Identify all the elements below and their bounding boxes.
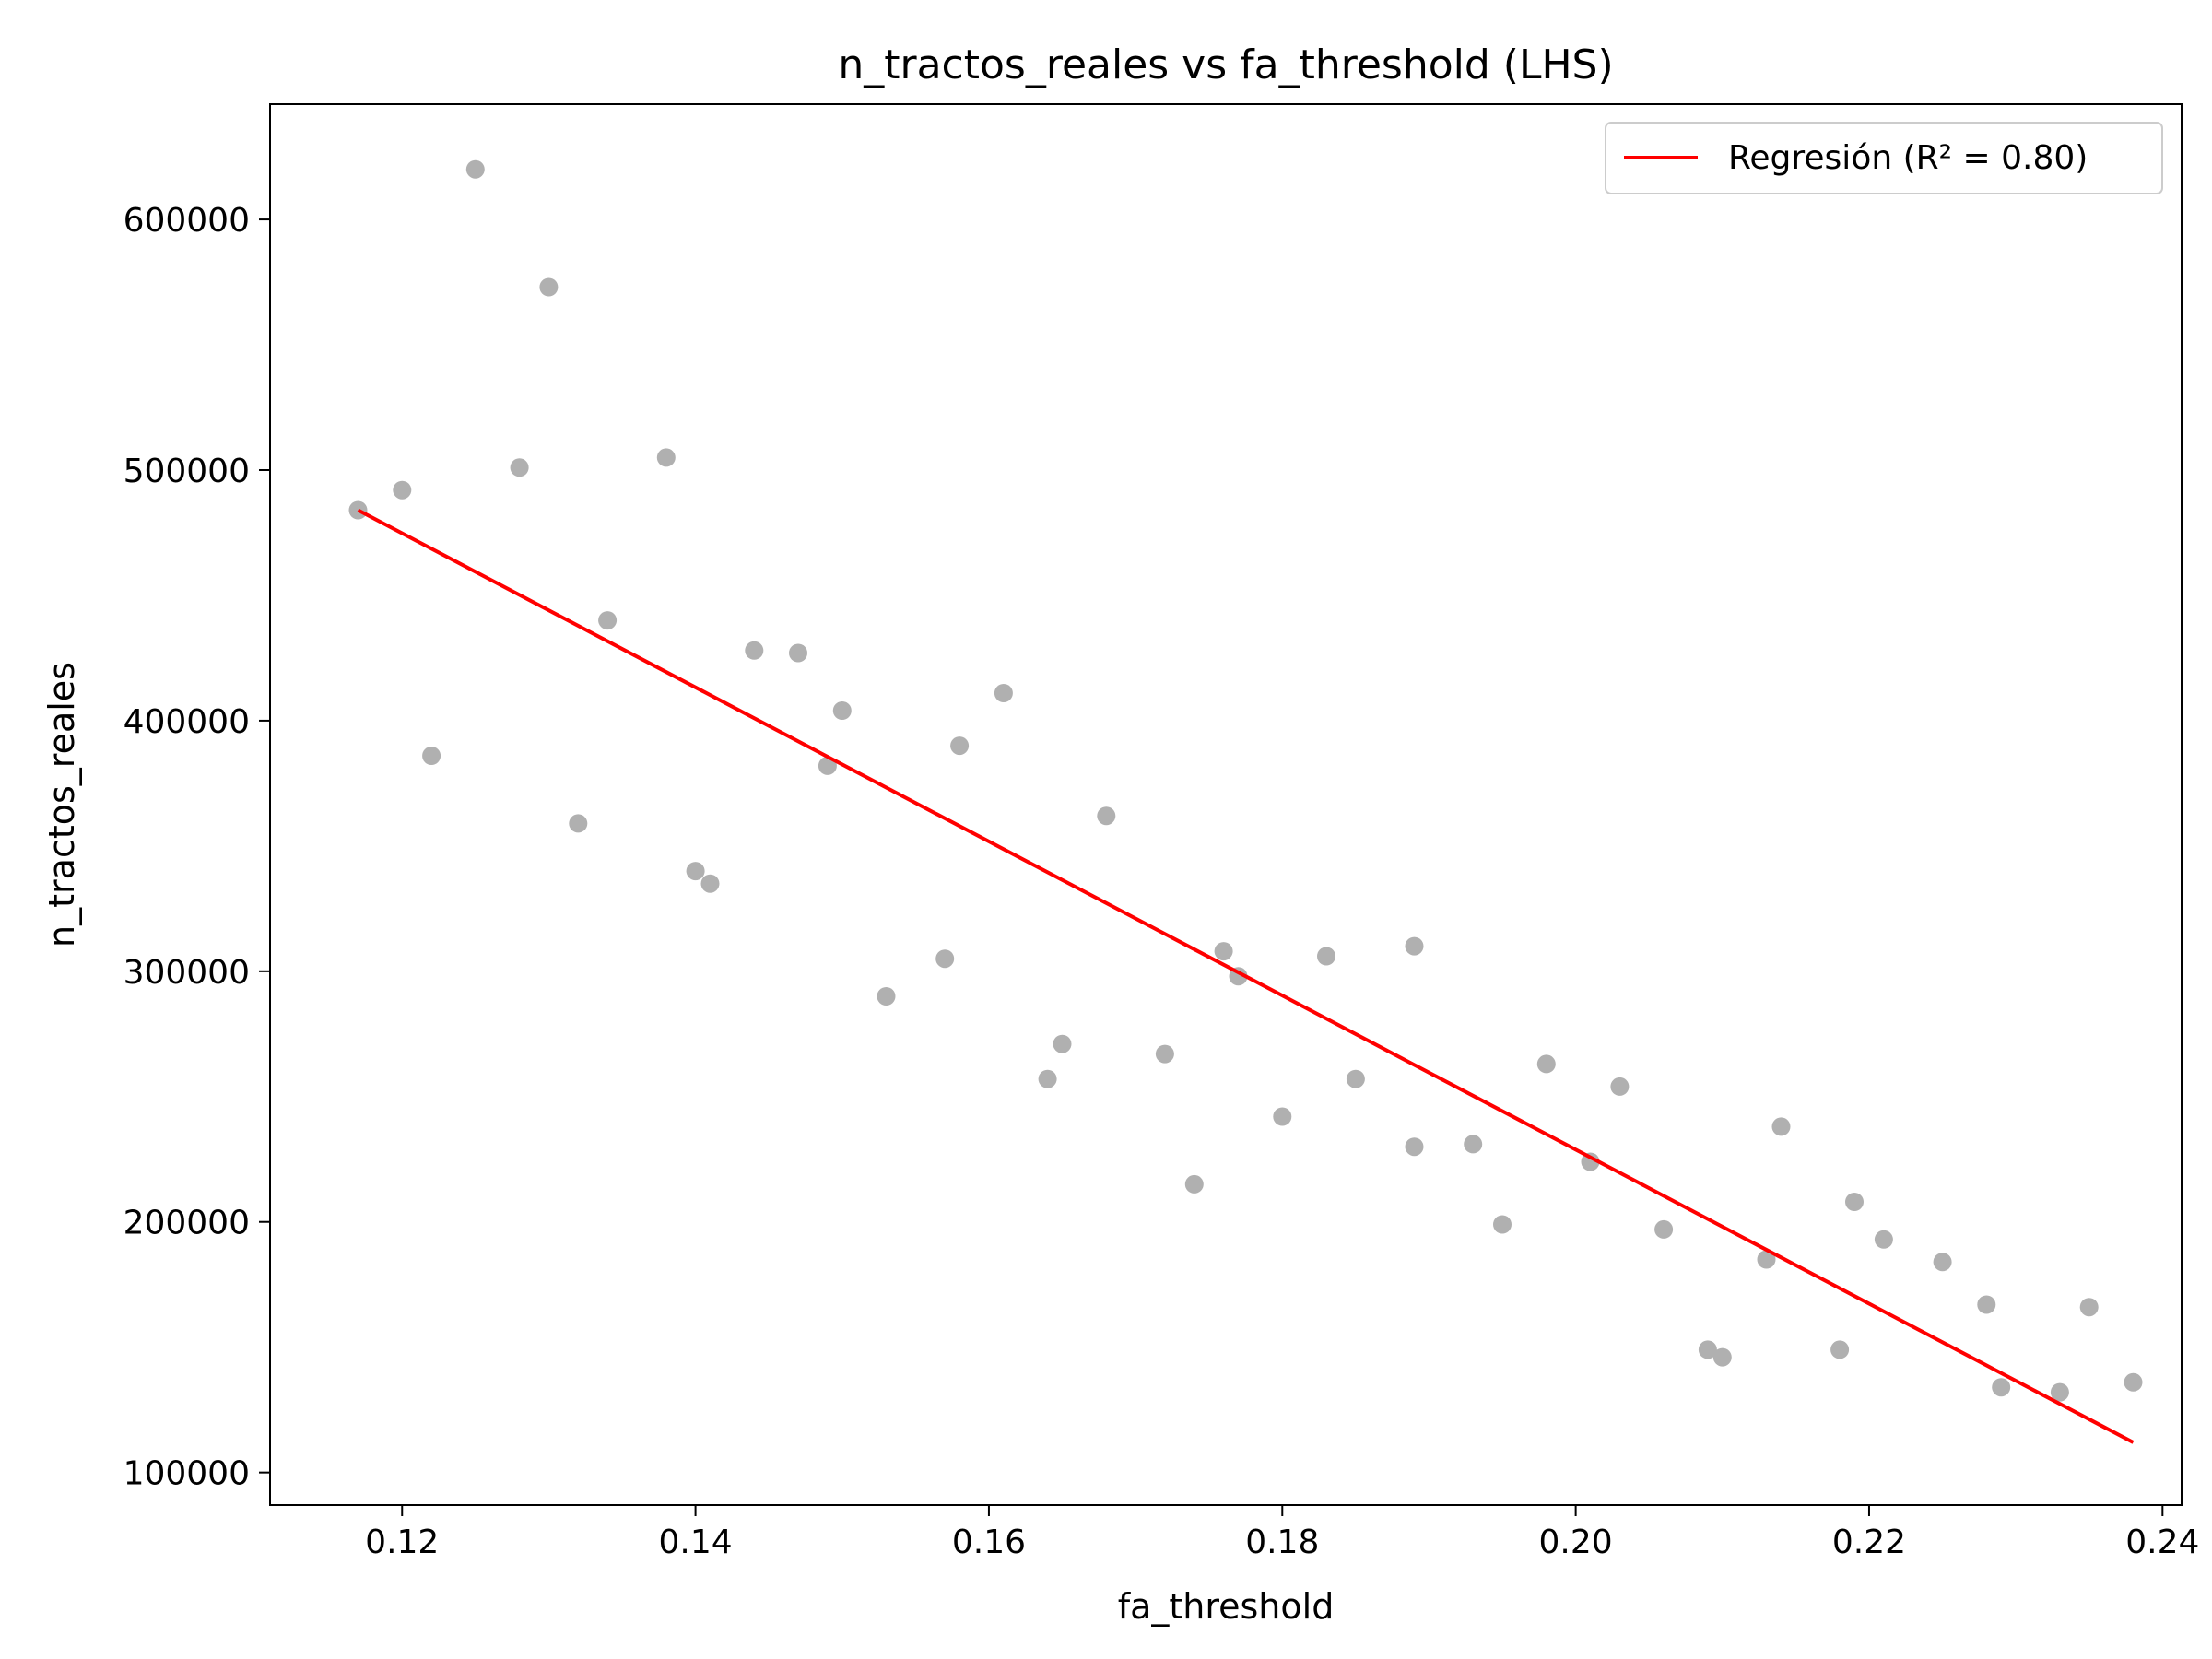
data-point <box>1405 936 1424 956</box>
plot-area-frame <box>269 103 2183 1506</box>
x-tick-label: 0.24 <box>2125 1524 2199 1561</box>
data-point <box>1698 1340 1717 1359</box>
data-point <box>1771 1117 1791 1136</box>
y-axis-ticks: 100000 200000 300000 400000 500000 600000 <box>124 202 270 1493</box>
data-point <box>877 987 896 1006</box>
data-point <box>1317 947 1335 966</box>
data-point <box>1053 1034 1072 1053</box>
data-point <box>686 862 705 881</box>
data-point <box>1610 1077 1630 1096</box>
y-tick-label: 200000 <box>124 1205 250 1242</box>
data-point <box>1097 806 1116 826</box>
chart-title: n_tractos_reales vs fa_threshold (LHS) <box>838 41 1613 88</box>
x-axis-label: fa_threshold <box>1118 1586 1335 1627</box>
data-point <box>700 874 720 893</box>
data-point <box>1830 1340 1850 1359</box>
data-point <box>1346 1069 1365 1088</box>
data-point <box>1654 1219 1674 1239</box>
data-point <box>950 736 970 756</box>
data-point <box>393 480 412 500</box>
data-point <box>1581 1152 1600 1171</box>
data-point <box>539 277 559 297</box>
data-point <box>745 641 764 660</box>
legend: Regresión (R² = 0.80) <box>1605 122 2163 194</box>
data-point <box>510 458 529 477</box>
data-point <box>1992 1378 2011 1397</box>
y-axis-label: n_tractos_reales <box>41 662 82 947</box>
data-point <box>2079 1298 2099 1317</box>
data-point <box>1493 1215 1512 1234</box>
data-point <box>832 701 852 720</box>
x-tick-label: 0.20 <box>1539 1524 1613 1561</box>
data-point <box>1405 1137 1424 1157</box>
y-tick-label: 100000 <box>124 1455 250 1493</box>
x-tick-label: 0.14 <box>659 1524 733 1561</box>
x-tick-label: 0.12 <box>365 1524 439 1561</box>
data-point <box>994 684 1013 702</box>
data-point <box>1874 1230 1893 1249</box>
data-point <box>1757 1250 1776 1269</box>
y-tick-label: 600000 <box>124 202 250 240</box>
data-point <box>2124 1372 2143 1392</box>
y-tick-label: 400000 <box>124 703 250 741</box>
data-point <box>935 949 955 969</box>
data-point <box>1933 1253 1952 1272</box>
data-point <box>1038 1069 1057 1088</box>
x-tick-label: 0.18 <box>1245 1524 1319 1561</box>
scatter-points <box>348 159 2143 1402</box>
data-point <box>2050 1382 2069 1402</box>
data-point <box>1712 1347 1732 1367</box>
data-point <box>1536 1054 1556 1074</box>
data-point <box>656 448 676 467</box>
data-point <box>1214 942 1233 961</box>
regression-line <box>357 508 2135 1444</box>
data-point <box>1184 1174 1204 1194</box>
data-point <box>422 747 441 765</box>
data-point <box>569 814 588 833</box>
y-tick-label: 300000 <box>124 954 250 992</box>
regression-lines <box>357 508 2135 1444</box>
data-point <box>1155 1044 1174 1064</box>
data-point <box>465 159 485 179</box>
data-point <box>1977 1295 1996 1314</box>
x-tick-label: 0.22 <box>1832 1524 1906 1561</box>
data-point <box>1273 1107 1292 1126</box>
x-axis-ticks: 0.12 0.14 0.16 0.18 0.20 0.22 0.24 <box>365 1505 2199 1561</box>
data-point <box>789 643 807 663</box>
x-tick-label: 0.16 <box>952 1524 1026 1561</box>
data-point <box>598 611 618 630</box>
legend-label: Regresión (R² = 0.80) <box>1728 139 2088 177</box>
y-tick-label: 500000 <box>124 453 250 490</box>
data-point <box>1845 1193 1864 1211</box>
legend-box <box>1605 122 2163 194</box>
data-point <box>1464 1135 1483 1154</box>
